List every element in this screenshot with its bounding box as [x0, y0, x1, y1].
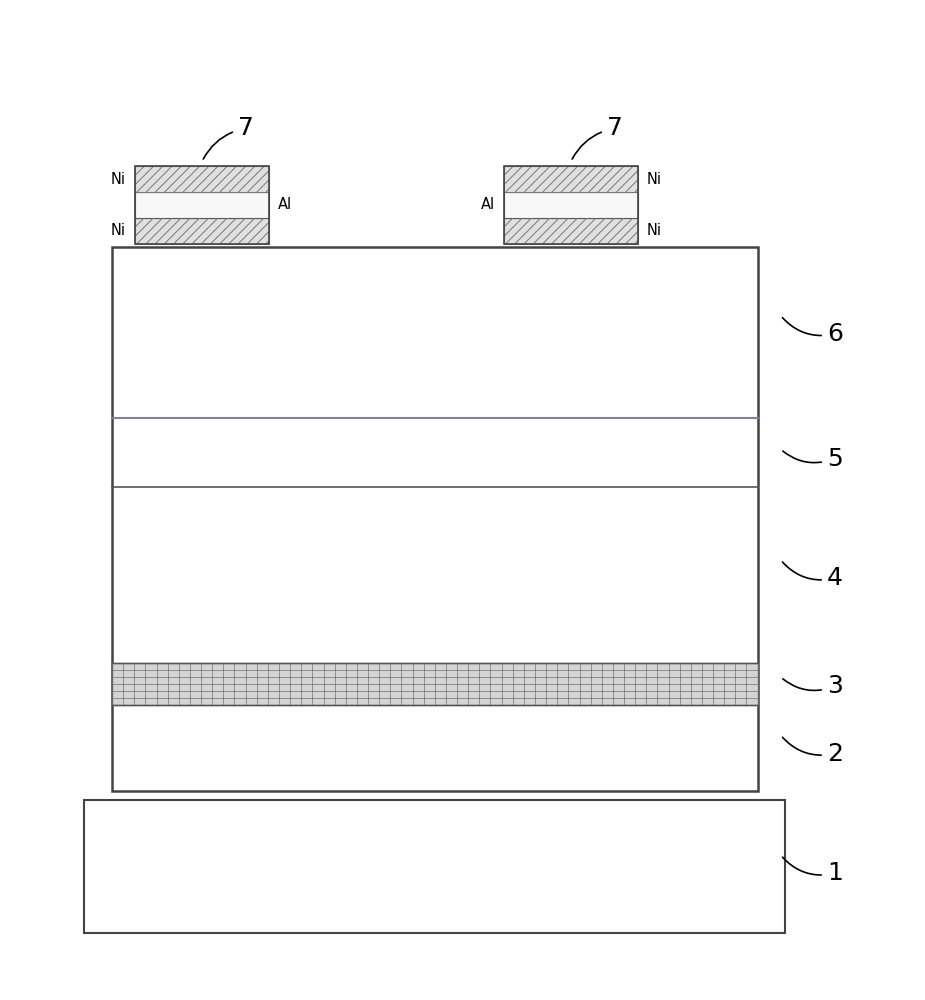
Text: 6: 6	[783, 318, 843, 346]
Bar	[504, 218, 637, 244]
Bar	[84, 800, 785, 933]
Text: Al: Al	[481, 197, 495, 212]
Text: 7: 7	[204, 116, 253, 159]
Text: 1: 1	[783, 857, 843, 886]
Text: Ni: Ni	[111, 172, 126, 187]
Bar	[135, 166, 269, 192]
Text: Ni: Ni	[111, 223, 126, 238]
Bar	[504, 192, 637, 218]
Text: 7: 7	[573, 116, 623, 159]
Bar	[112, 663, 758, 705]
Bar	[504, 166, 637, 192]
Bar	[135, 192, 269, 218]
Text: 3: 3	[783, 674, 843, 698]
Bar	[504, 166, 637, 244]
Text: 2: 2	[783, 737, 843, 766]
Bar	[112, 247, 758, 790]
Bar	[135, 166, 269, 244]
Text: Ni: Ni	[647, 172, 662, 187]
Text: Ni: Ni	[647, 223, 662, 238]
Text: Al: Al	[278, 197, 292, 212]
Text: 5: 5	[783, 446, 843, 471]
Bar	[135, 218, 269, 244]
Text: 4: 4	[783, 562, 843, 590]
